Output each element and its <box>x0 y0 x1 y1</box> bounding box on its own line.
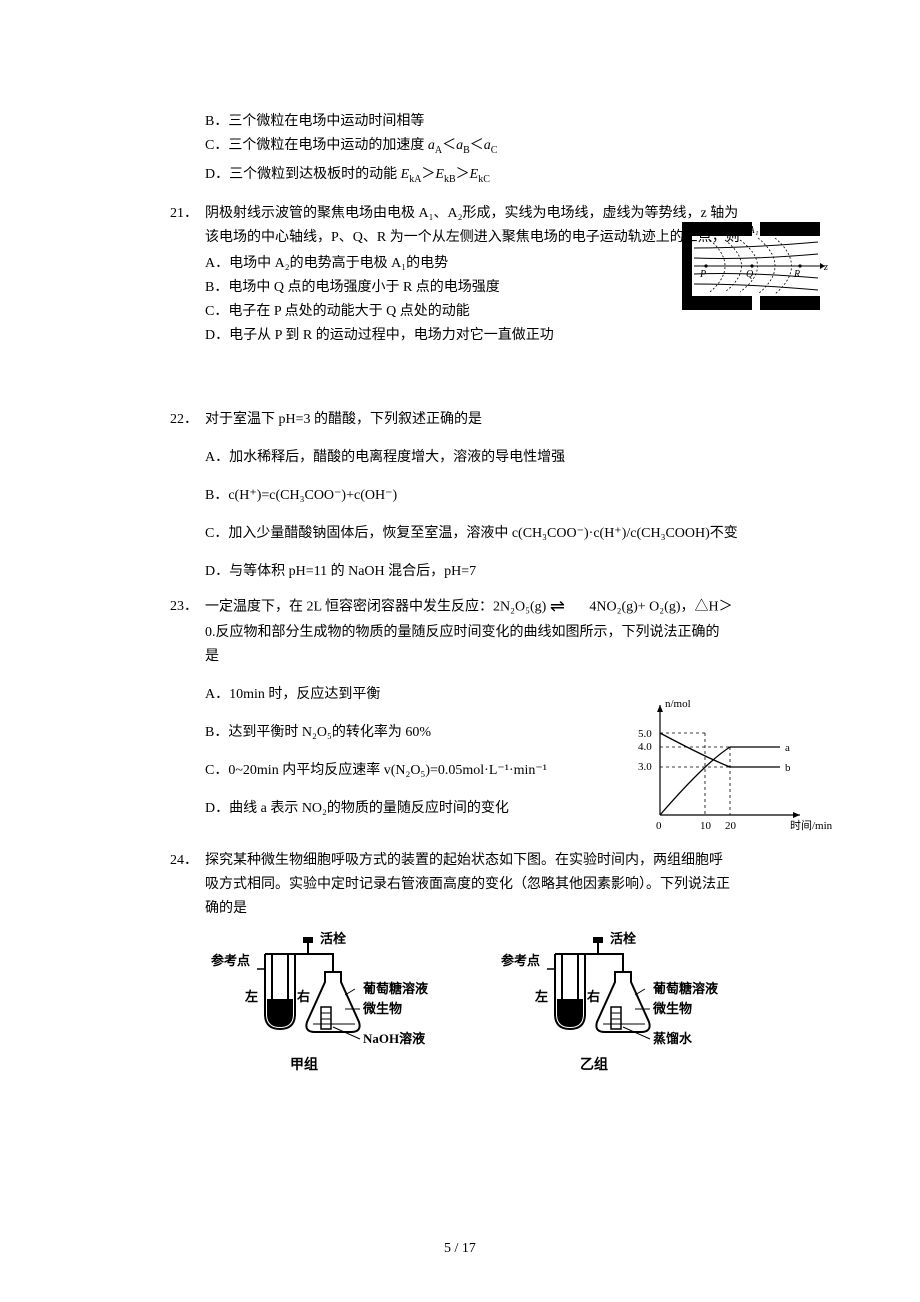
q20d-EkA: E <box>401 167 410 182</box>
svg-text:参考点: 参考点 <box>211 953 250 968</box>
page-footer: 5 / 17 <box>0 1241 920 1257</box>
q24-apparatus-a: 活栓 参考点 左 右 葡萄糖溶液 <box>205 929 435 1099</box>
q20c-subA: A <box>435 145 442 156</box>
svg-text:参考点: 参考点 <box>501 953 540 968</box>
q21-stem2: 该电场的中心轴线，P、Q、R 为一个从左侧进入聚焦电场的电子运动轨迹上的三点，则 <box>205 230 740 245</box>
svg-text:右: 右 <box>586 989 600 1004</box>
q20c-subB: B <box>463 145 470 156</box>
svg-text:葡萄糖溶液: 葡萄糖溶液 <box>652 981 718 996</box>
svg-text:活栓: 活栓 <box>610 931 636 946</box>
svg-text:A₂: A₂ <box>807 224 819 236</box>
q20c-lt2: ＜ <box>470 138 484 153</box>
svg-text:a: a <box>785 742 790 754</box>
q24-num: 24． <box>170 849 205 873</box>
q24-stem3: 确的是 <box>205 901 247 916</box>
svg-text:b: b <box>785 762 791 774</box>
q20d-EkB: E <box>435 167 444 182</box>
q22-opt-c: C．加入少量醋酸钠固体后，恢复至室温，溶液中 c(CH₃COO⁻)·c(H⁺)/… <box>205 522 820 546</box>
svg-text:微生物: 微生物 <box>652 1001 692 1016</box>
q20d-EkC: E <box>470 167 479 182</box>
q22: 22．对于室温下 pH=3 的醋酸，下列叙述正确的是 A．加水稀释后，醋酸的电离… <box>170 408 820 584</box>
svg-text:右: 右 <box>296 989 310 1004</box>
q21-num: 21． <box>170 202 205 226</box>
svg-text:蒸馏水: 蒸馏水 <box>653 1031 693 1046</box>
q23-stem-post: 4NO₂(g)+ O₂(g)，△H＞ <box>586 599 733 614</box>
q20c-subC: C <box>491 145 498 156</box>
q20c-lt1: ＜ <box>442 138 456 153</box>
q20d-subkC: kC <box>478 174 490 185</box>
svg-text:NaOH溶液: NaOH溶液 <box>363 1031 425 1046</box>
svg-text:乙组: 乙组 <box>580 1056 608 1073</box>
q23-chart: n/mol 5.0 4.0 3.0 0 10 20 时间/min b a <box>620 695 840 845</box>
svg-text:葡萄糖溶液: 葡萄糖溶液 <box>362 981 428 996</box>
svg-text:A₁: A₁ <box>747 224 759 236</box>
q23-num: 23． <box>170 595 205 619</box>
svg-text:左: 左 <box>245 989 258 1004</box>
q20c-aC: a <box>484 138 491 153</box>
q24-stem2: 吸方式相同。实验中定时记录右管液面高度的变化（忽略其他因素影响）。下列说法正 <box>205 877 730 892</box>
svg-text:时间/min: 时间/min <box>790 819 833 832</box>
q24-figure: 活栓 参考点 左 右 葡萄糖溶液 <box>205 929 820 1099</box>
q22-stem: 对于室温下 pH=3 的醋酸，下列叙述正确的是 <box>205 412 482 427</box>
q20d-subkA: kA <box>409 174 421 185</box>
q20-opt-d: D．三个微粒到达极板时的动能 EkA＞EkB＞EkC <box>205 163 820 192</box>
q21-figure: A₁ A₂ P Q R z <box>680 220 830 312</box>
q23-stem-pre: 一定温度下，在 2L 恒容密闭容器中发生反应：2N₂O₅(g) <box>205 599 550 614</box>
q22-opt-b: B．c(H⁺)=c(CH₃COO⁻)+c(OH⁻) <box>205 484 820 508</box>
q22-num: 22． <box>170 408 205 432</box>
q23-stem3: 是 <box>205 649 219 664</box>
svg-text:5.0: 5.0 <box>638 728 652 740</box>
q20-opt-c: C．三个微粒在电场中运动的加速度 aA＜aB＜aC <box>205 134 820 163</box>
q20d-gt2: ＞ <box>456 167 470 182</box>
q20-opt-b: B．三个微粒在电场中运动时间相等 <box>205 110 820 134</box>
q21-opt-d: D．电子从 P 到 R 的运动过程中，电场力对它一直做正功 <box>205 324 820 348</box>
q20d-gt1: ＞ <box>421 167 435 182</box>
svg-text:微生物: 微生物 <box>362 1001 402 1016</box>
svg-text:10: 10 <box>700 820 712 832</box>
svg-text:0: 0 <box>656 820 662 832</box>
q24-apparatus-b: 活栓 参考点 左 右 葡萄糖溶液 微生物 蒸馏水 乙组 <box>495 929 725 1099</box>
q22-opt-a: A．加水稀释后，醋酸的电离程度增大，溶液的导电性增强 <box>205 446 820 470</box>
svg-text:3.0: 3.0 <box>638 761 652 773</box>
svg-text:z: z <box>823 262 828 273</box>
svg-text:4.0: 4.0 <box>638 741 652 753</box>
q24: 24．探究某种微生物细胞呼吸方式的装置的起始状态如下图。在实验时间内，两组细胞呼… <box>170 849 820 921</box>
svg-text:P: P <box>699 269 706 280</box>
svg-text:左: 左 <box>535 989 548 1004</box>
q21-stem1: 阴极射线示波管的聚焦电场由电极 A₁、A₂形成，实线为电场线，虚线为等势线，z … <box>205 206 738 221</box>
q23-stem2: 0.反应物和部分生成物的物质的量随反应时间变化的曲线如图所示，下列说法正确的 <box>205 625 720 640</box>
q22-opt-d: D．与等体积 pH=11 的 NaOH 混合后，pH=7 <box>205 560 820 584</box>
q20d-subkB: kB <box>444 174 456 185</box>
svg-text:活栓: 活栓 <box>320 931 346 946</box>
svg-text:Q: Q <box>746 269 754 280</box>
svg-text:n/mol: n/mol <box>665 698 691 710</box>
svg-text:甲组: 甲组 <box>290 1056 318 1073</box>
svg-text:R: R <box>793 269 800 280</box>
q20d-prefix: D．三个微粒到达极板时的动能 <box>205 167 401 182</box>
svg-text:20: 20 <box>725 820 737 832</box>
q20c-aA: a <box>428 138 435 153</box>
equilibrium-arrow-icon <box>550 594 586 621</box>
q20c-prefix: C．三个微粒在电场中运动的加速度 <box>205 138 428 153</box>
q24-stem1: 探究某种微生物细胞呼吸方式的装置的起始状态如下图。在实验时间内，两组细胞呼 <box>205 853 723 868</box>
